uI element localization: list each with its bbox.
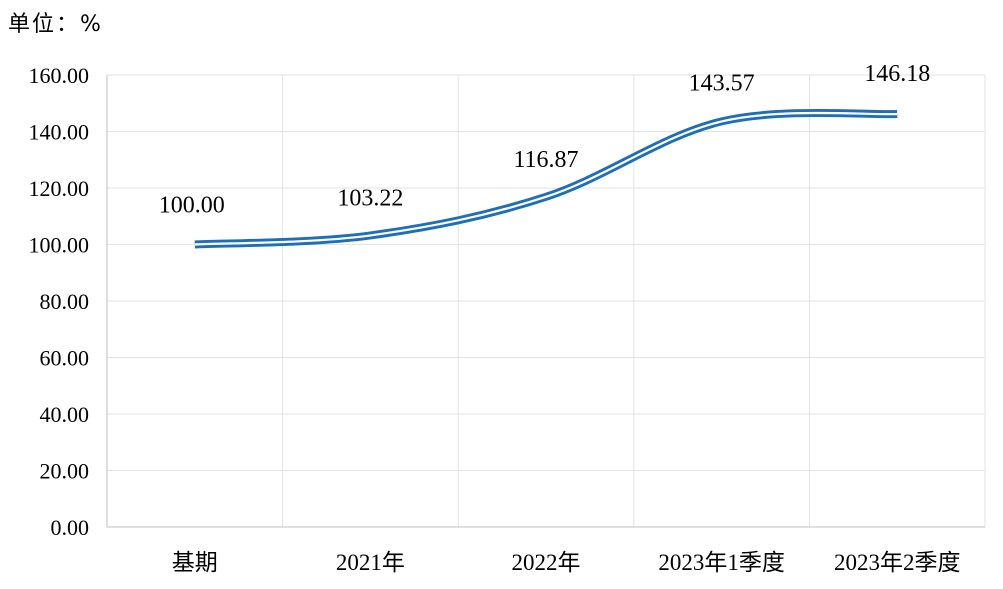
- y-tick-label: 20.00: [40, 459, 90, 484]
- x-tick-label: 2023年1季度: [658, 550, 785, 575]
- series-line-inner: [194, 111, 898, 246]
- series-line-outer: [194, 108, 898, 249]
- x-axis-ticks: 基期 2021年 2022年 2023年1季度 2023年2季度: [172, 550, 961, 575]
- y-axis-ticks: 0.00 20.00 40.00 60.00 80.00 100.00 120.00 140.…: [29, 63, 90, 540]
- y-tick-label: 160.00: [29, 63, 90, 88]
- y-tick-label: 0.00: [51, 515, 90, 540]
- gridlines: [107, 74, 986, 527]
- data-label: 100.00: [159, 193, 225, 219]
- x-tick-label: 2023年2季度: [834, 550, 961, 575]
- series: [194, 108, 898, 249]
- y-tick-label: 80.00: [40, 289, 90, 314]
- x-tick-label: 基期: [172, 550, 218, 575]
- data-labels: 100.00 103.22 116.87 143.57 146.18: [159, 61, 930, 218]
- data-label: 143.57: [689, 70, 755, 96]
- y-tick-label: 60.00: [40, 346, 90, 371]
- y-tick-label: 40.00: [40, 402, 90, 427]
- data-label: 146.18: [864, 61, 930, 87]
- y-tick-label: 100.00: [29, 233, 90, 258]
- y-tick-label: 140.00: [29, 120, 90, 145]
- data-label: 103.22: [337, 185, 403, 211]
- unit-label: 单位：%: [8, 12, 103, 37]
- y-tick-label: 120.00: [29, 176, 90, 201]
- data-label: 116.87: [513, 147, 578, 173]
- x-tick-label: 2022年: [512, 550, 581, 575]
- x-tick-label: 2021年: [336, 550, 405, 575]
- axes: [106, 75, 985, 528]
